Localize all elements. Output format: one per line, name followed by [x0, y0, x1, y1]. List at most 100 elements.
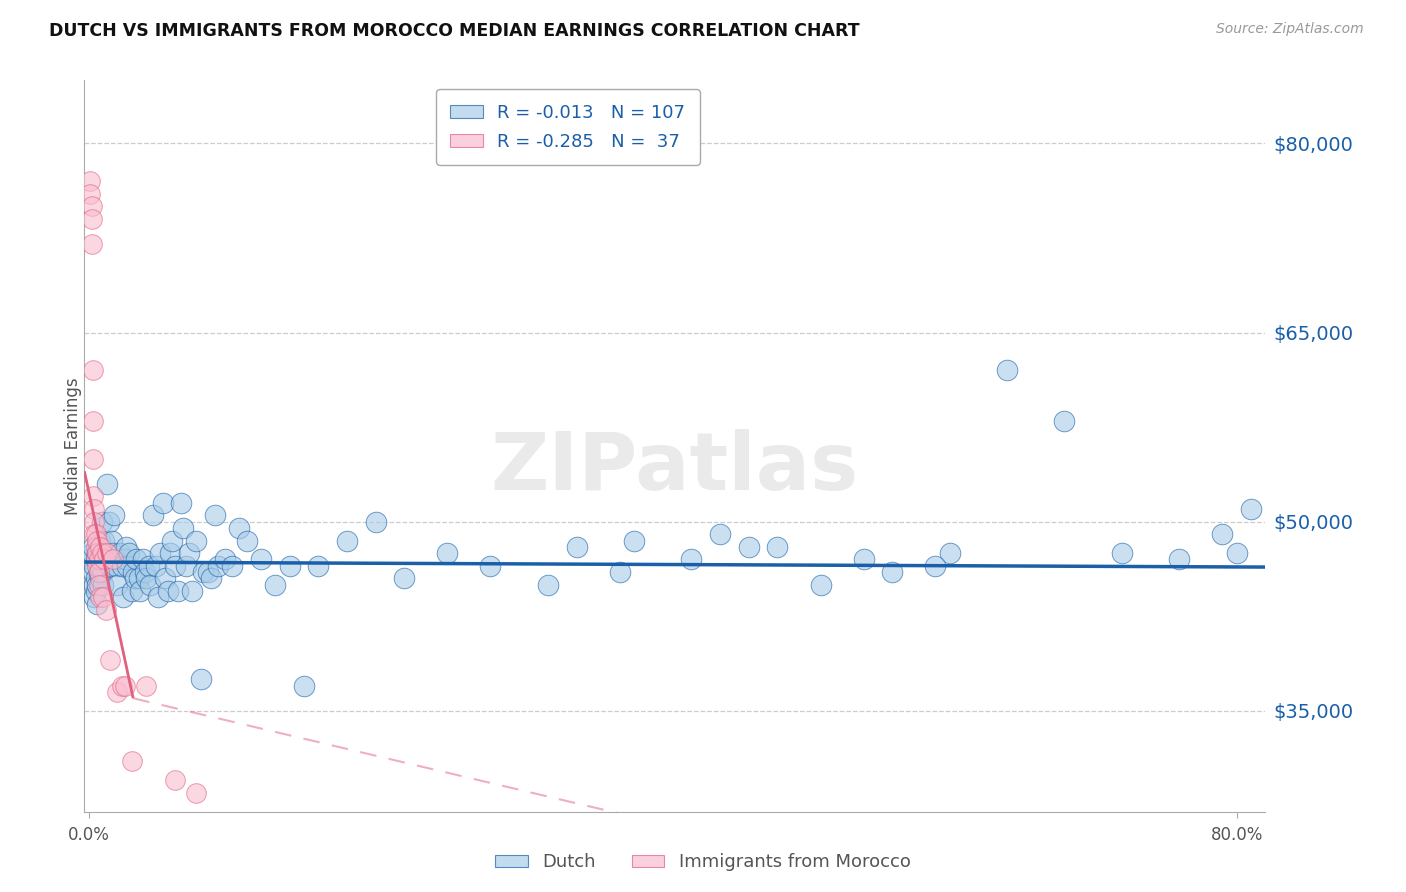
Point: [114, 552, 136, 566]
Point: [207, 558, 229, 573]
Text: Source: ZipAtlas.com: Source: ZipAtlas.com: [1216, 22, 1364, 37]
Point: [479, 558, 502, 573]
Point: [124, 571, 146, 585]
Point: [82, 363, 104, 377]
Point: [179, 546, 201, 560]
Point: [152, 496, 174, 510]
Point: [86, 546, 108, 560]
Point: [1226, 546, 1249, 560]
Point: [228, 521, 250, 535]
Point: [307, 558, 329, 573]
Point: [436, 546, 458, 560]
Point: [924, 558, 946, 573]
Point: [96, 476, 118, 491]
Point: [83, 502, 105, 516]
Point: [995, 363, 1018, 377]
Point: [160, 533, 183, 548]
Text: ZIPatlas: ZIPatlas: [491, 429, 859, 507]
Point: [105, 578, 128, 592]
Point: [681, 552, 703, 566]
Point: [80, 199, 103, 213]
Point: [82, 540, 104, 554]
Point: [96, 546, 118, 560]
Point: [87, 565, 110, 579]
Point: [82, 414, 104, 428]
Point: [111, 679, 134, 693]
Point: [1053, 414, 1076, 428]
Point: [103, 508, 125, 523]
Point: [159, 546, 181, 560]
Point: [83, 591, 105, 605]
Point: [172, 521, 194, 535]
Point: [852, 552, 875, 566]
Point: [292, 679, 315, 693]
Point: [200, 571, 222, 585]
Point: [145, 558, 167, 573]
Point: [104, 558, 127, 573]
Point: [84, 571, 107, 585]
Point: [87, 578, 110, 592]
Point: [766, 540, 789, 554]
Point: [83, 578, 105, 592]
Point: [84, 552, 107, 566]
Point: [94, 546, 117, 560]
Point: [112, 591, 135, 605]
Point: [101, 546, 124, 560]
Point: [105, 685, 128, 699]
Point: [135, 679, 157, 693]
Point: [93, 552, 115, 566]
Point: [221, 558, 243, 573]
Point: [129, 584, 152, 599]
Point: [91, 565, 114, 579]
Point: [93, 533, 115, 548]
Point: [1111, 546, 1133, 560]
Point: [111, 558, 134, 573]
Point: [84, 540, 107, 554]
Point: [146, 591, 169, 605]
Point: [156, 584, 179, 599]
Point: [80, 237, 103, 252]
Point: [882, 565, 904, 579]
Y-axis label: Median Earnings: Median Earnings: [65, 377, 82, 515]
Point: [87, 565, 110, 579]
Point: [623, 533, 645, 548]
Point: [117, 558, 139, 573]
Point: [84, 584, 107, 599]
Point: [186, 533, 208, 548]
Point: [83, 558, 105, 573]
Point: [181, 584, 204, 599]
Point: [80, 212, 103, 227]
Point: [98, 558, 121, 573]
Point: [118, 546, 141, 560]
Point: [79, 552, 101, 566]
Point: [86, 546, 108, 560]
Point: [193, 565, 215, 579]
Point: [84, 552, 107, 566]
Point: [169, 496, 191, 510]
Point: [125, 552, 148, 566]
Point: [250, 552, 273, 566]
Point: [79, 186, 101, 201]
Point: [82, 451, 104, 466]
Point: [166, 584, 188, 599]
Point: [79, 174, 101, 188]
Point: [86, 558, 108, 573]
Point: [87, 552, 110, 566]
Point: [1168, 552, 1191, 566]
Point: [709, 527, 731, 541]
Point: [336, 533, 359, 548]
Point: [537, 578, 560, 592]
Point: [235, 533, 257, 548]
Point: [139, 578, 162, 592]
Point: [90, 546, 112, 560]
Point: [80, 546, 103, 560]
Point: [142, 508, 165, 523]
Point: [121, 754, 143, 768]
Point: [100, 533, 122, 548]
Point: [121, 584, 143, 599]
Point: [87, 552, 110, 566]
Point: [128, 571, 150, 585]
Point: [114, 679, 136, 693]
Point: [91, 591, 114, 605]
Point: [134, 565, 156, 579]
